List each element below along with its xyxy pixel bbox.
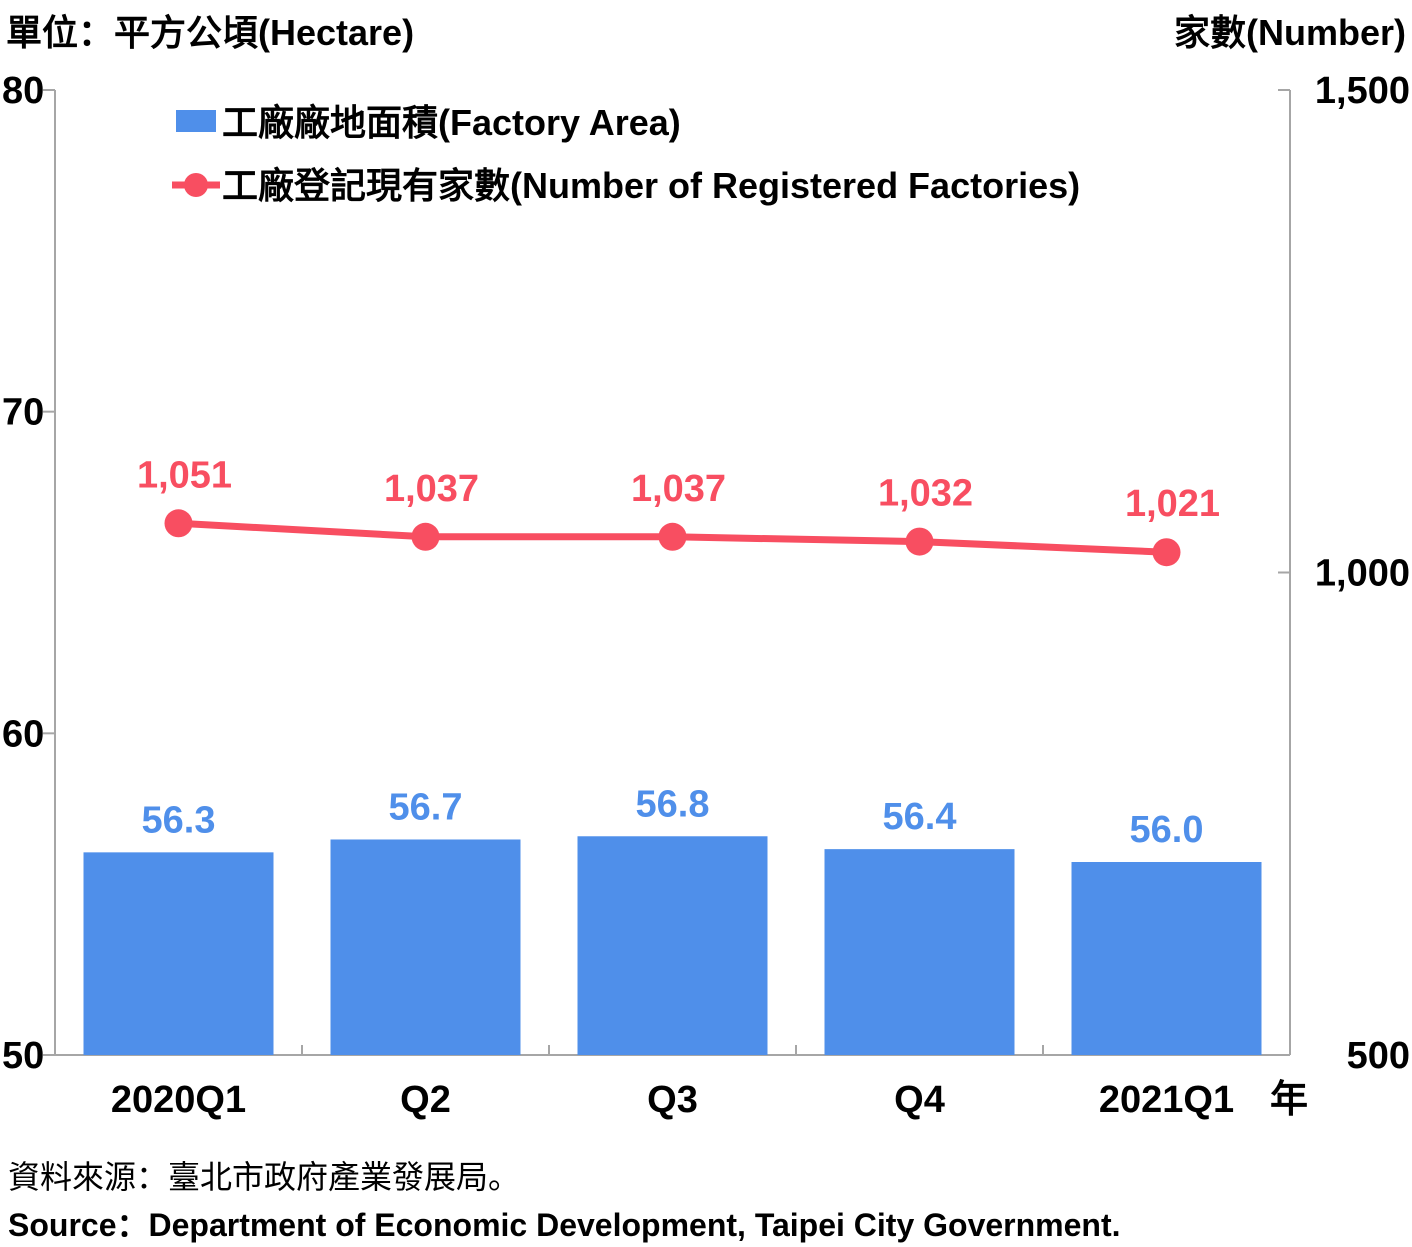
x-category-label: Q3	[647, 1079, 698, 1121]
line-point	[164, 509, 193, 538]
line-value-label: 1,021	[1125, 483, 1220, 525]
legend-label-bar: 工廠廠地面積(Factory Area)	[222, 102, 681, 143]
source-note-zh: 資料來源：臺北市政府產業發展局。	[8, 1159, 521, 1195]
source-note-en: Source：Department of Economic Developmen…	[8, 1207, 1121, 1243]
legend-swatch-bar	[176, 110, 216, 132]
bar-value-label: 56.3	[142, 799, 216, 841]
left-axis-unit: 單位：平方公頃(Hectare)	[6, 12, 415, 53]
x-category-label: 2020Q1	[111, 1079, 246, 1121]
x-axis-suffix: 年	[1270, 1079, 1308, 1121]
bar	[83, 852, 274, 1055]
line-point	[1152, 538, 1181, 567]
line-value-label: 1,037	[631, 468, 726, 510]
x-category-label: Q2	[400, 1079, 451, 1121]
left-tick-label: 50	[2, 1035, 44, 1077]
line-point	[658, 522, 687, 551]
line-value-label: 1,032	[878, 473, 973, 515]
left-tick-label: 80	[2, 70, 44, 112]
bar	[330, 839, 521, 1055]
line-point	[411, 522, 440, 551]
bar	[1071, 862, 1262, 1055]
right-tick-label: 1,500	[1315, 70, 1410, 112]
bar	[577, 836, 768, 1055]
bar-value-label: 56.7	[389, 786, 463, 828]
line-point	[905, 527, 934, 556]
left-tick-label: 70	[2, 392, 44, 434]
x-category-label: 2021Q1	[1099, 1079, 1234, 1121]
right-axis-unit: 家數(Number)	[1174, 12, 1406, 53]
bar-value-label: 56.8	[636, 783, 710, 825]
line-value-label: 1,037	[384, 468, 479, 510]
bar	[824, 849, 1015, 1055]
bar-value-label: 56.0	[1130, 809, 1204, 851]
bar-value-label: 56.4	[883, 796, 957, 838]
right-tick-label: 500	[1347, 1035, 1410, 1077]
x-category-label: Q4	[894, 1079, 945, 1121]
left-tick-label: 60	[2, 713, 44, 755]
legend-label-line: 工廠登記現有家數(Number of Registered Factories)	[222, 165, 1080, 206]
line-value-label: 1,051	[137, 454, 232, 496]
right-tick-label: 1,000	[1315, 553, 1410, 595]
legend-swatch-marker	[184, 173, 208, 197]
